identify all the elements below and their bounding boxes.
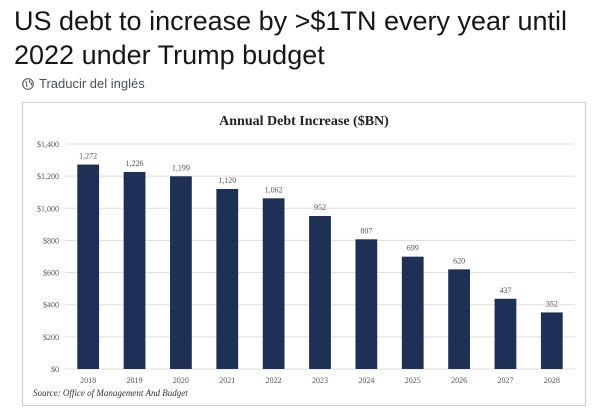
x-tick-label: 2025 [405,376,421,385]
translate-link[interactable]: Traducir del inglés [22,76,145,91]
data-label: 699 [407,244,419,253]
x-tick-label: 2021 [219,376,235,385]
y-tick-label: $800 [43,236,59,245]
bar [494,298,517,369]
chart-title: Annual Debt Increase ($BN) [219,114,389,129]
bar [170,176,192,369]
x-tick-label: 2026 [451,376,467,385]
x-tick-label: 2028 [544,376,560,385]
data-label: 1,272 [79,152,97,161]
x-tick-label: 2022 [266,376,282,385]
tweet-headline: US debt to increase by >$1TN every year … [14,6,568,70]
bar [262,198,285,369]
data-labels: 1,272 1,226 1,199 1,120 1,062 952 807 699 620 437… [79,152,558,309]
bar [401,256,424,369]
bar [355,239,378,369]
data-label: 807 [360,226,372,235]
data-label: 952 [314,203,326,212]
data-label: 352 [546,299,558,308]
bars [77,164,563,369]
y-axis-ticks: $0 $200 $400 $600 $800 $1,000 $1,200 $1,400 [37,140,59,374]
bar [77,164,100,369]
x-tick-label: 2024 [358,376,374,385]
x-tick-label: 2020 [173,376,189,385]
bar [123,171,146,369]
bar [448,269,470,369]
data-label: 1,120 [218,176,236,185]
y-tick-label: $1,400 [37,140,59,149]
translate-label: Traducir del inglés [39,76,145,91]
bar [540,312,563,369]
x-tick-label: 2027 [497,376,513,385]
y-tick-label: $200 [43,333,59,342]
x-tick-label: 2018 [80,376,96,385]
data-label: 437 [499,286,511,295]
x-tick-label: 2023 [312,376,328,385]
data-label: 620 [453,256,465,265]
y-tick-label: $0 [51,365,59,374]
bar-chart: Annual Debt Increase ($BN) $0 $200 $400 $60… [33,114,575,398]
y-tick-label: $1,200 [37,172,59,181]
bar [216,189,239,369]
x-tick-label: 2019 [127,376,143,385]
y-tick-label: $400 [43,301,59,310]
y-tick-label: $600 [43,269,59,278]
data-label: 1,199 [172,163,190,172]
bar [309,216,331,369]
chart-source: Source: Office of Management And Budget [33,388,188,398]
data-label: 1,062 [265,185,283,194]
globe-icon [22,77,34,90]
data-label: 1,226 [126,159,144,168]
x-axis-ticks: 2018 2019 2020 2021 2022 2023 2024 2025 2026 2027… [80,376,560,385]
gridlines [65,143,575,370]
chart-card: Annual Debt Increase ($BN) $0 $200 $400 $60… [22,102,586,406]
y-tick-label: $1,000 [37,204,59,213]
